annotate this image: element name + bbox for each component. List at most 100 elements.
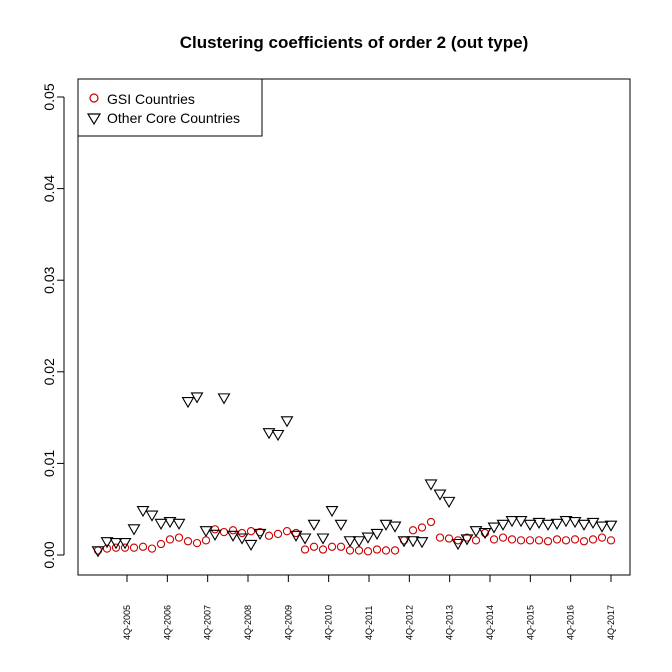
plot-frame xyxy=(77,78,631,576)
other-core-point xyxy=(388,521,402,533)
other-core-point xyxy=(505,516,519,528)
other-core-point xyxy=(145,510,159,522)
other-core-point xyxy=(262,428,276,440)
gsi-point xyxy=(381,546,391,555)
other-core-point xyxy=(127,524,141,536)
x-tick-label: 4Q-2017 xyxy=(606,605,616,640)
gsi-point xyxy=(363,547,373,556)
data-points xyxy=(91,392,618,558)
gsi-point xyxy=(345,546,355,555)
gsi-point xyxy=(543,537,553,546)
gsi-point xyxy=(597,533,607,542)
other-core-point xyxy=(109,538,123,550)
other-core-point xyxy=(442,496,456,508)
other-core-point xyxy=(541,519,555,531)
gsi-point xyxy=(237,528,247,538)
legend-other-marker xyxy=(86,113,102,126)
other-core-point xyxy=(253,528,267,541)
gsi-point xyxy=(507,535,517,544)
gsi-point xyxy=(201,536,211,545)
other-core-point xyxy=(370,528,384,541)
other-core-point xyxy=(379,519,393,531)
y-tick-label: 0.02 xyxy=(41,358,57,385)
other-core-point xyxy=(244,539,258,552)
gsi-point xyxy=(192,538,202,548)
other-core-point xyxy=(478,527,492,540)
x-tick-label: 4Q-2006 xyxy=(162,605,172,640)
other-core-point xyxy=(154,518,168,530)
gsi-point xyxy=(552,535,562,544)
other-core-point xyxy=(118,538,132,550)
other-core-point xyxy=(298,533,312,545)
x-tick-label: 4Q-2015 xyxy=(525,605,535,640)
x-tick-label: 4Q-2005 xyxy=(122,605,132,640)
legend-box xyxy=(77,78,263,137)
gsi-point xyxy=(273,529,283,539)
gsi-point xyxy=(453,536,463,545)
gsi-point xyxy=(219,527,229,537)
other-core-point xyxy=(172,518,186,530)
other-core-point xyxy=(235,533,249,545)
other-core-point xyxy=(487,522,501,534)
gsi-point xyxy=(264,531,274,540)
other-core-point xyxy=(352,536,366,548)
gsi-point xyxy=(588,535,598,544)
gsi-point xyxy=(246,527,256,536)
x-tick-label: 4Q-2013 xyxy=(445,605,455,640)
legend-other-label: Other Core Countries xyxy=(107,110,240,126)
other-core-point xyxy=(586,517,600,530)
gsi-point xyxy=(579,537,589,546)
gsi-point xyxy=(534,536,544,545)
gsi-point xyxy=(444,534,454,543)
x-tick-label: 4Q-2016 xyxy=(566,605,576,640)
gsi-point xyxy=(156,539,166,549)
other-core-point xyxy=(208,529,222,541)
gsi-point xyxy=(165,535,175,544)
other-core-point xyxy=(595,521,609,533)
gsi-point xyxy=(282,527,292,536)
other-core-point xyxy=(496,519,510,531)
gsi-point xyxy=(354,546,364,555)
gsi-point xyxy=(120,543,130,552)
gsi-point xyxy=(300,545,310,554)
other-core-point xyxy=(460,534,474,546)
other-core-point xyxy=(199,526,213,538)
other-core-point xyxy=(361,532,375,544)
gsi-point xyxy=(561,536,571,545)
x-tick-label: 4Q-2011 xyxy=(364,606,374,640)
gsi-point xyxy=(174,533,184,542)
other-core-point xyxy=(163,516,177,529)
gsi-point xyxy=(336,542,346,551)
gsi-point xyxy=(408,526,418,535)
x-tick-label: 4Q-2009 xyxy=(283,605,293,640)
other-core-point xyxy=(514,516,528,528)
legend: GSI Countries Other Core Countries xyxy=(77,78,263,137)
gsi-point xyxy=(318,545,328,554)
gsi-point xyxy=(210,525,220,534)
other-core-point xyxy=(415,537,429,549)
gsi-point xyxy=(489,535,499,544)
y-axis: 0.00 0.01 0.02 0.03 0.04 0.05 xyxy=(41,83,65,569)
other-core-point xyxy=(181,396,195,409)
x-tick-label: 4Q-2014 xyxy=(485,605,495,640)
gsi-point xyxy=(111,543,121,552)
gsi-point xyxy=(435,533,445,542)
gsi-point xyxy=(516,536,526,545)
other-core-point xyxy=(532,517,546,530)
other-core-point xyxy=(559,516,573,528)
other-core-point xyxy=(523,519,537,531)
other-core-point xyxy=(406,536,420,548)
legend-gsi-marker xyxy=(89,93,99,103)
gsi-point xyxy=(228,526,238,535)
x-tick-label: 4Q-2010 xyxy=(324,605,334,640)
gsi-point xyxy=(309,542,319,551)
other-core-point xyxy=(307,519,321,531)
y-tick-label: 0.00 xyxy=(41,541,57,568)
x-axis: 4Q-2005 4Q-2006 4Q-2007 4Q-2008 4Q-2009 4Q-20… xyxy=(122,574,616,640)
y-tick-label: 0.03 xyxy=(41,266,57,293)
other-core-point xyxy=(334,519,348,531)
other-core-point xyxy=(343,536,357,548)
other-core-point xyxy=(568,516,582,529)
gsi-point xyxy=(327,542,337,551)
